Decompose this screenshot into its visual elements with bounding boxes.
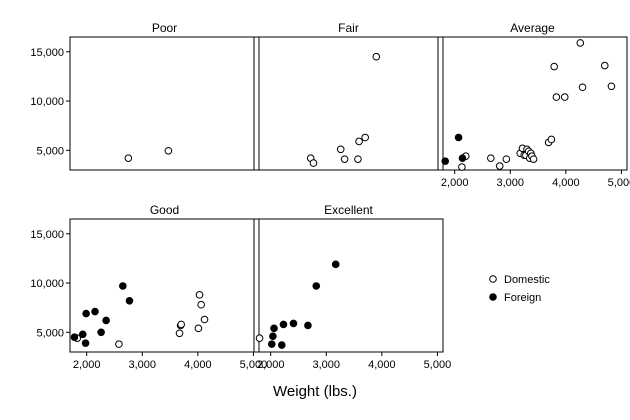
point-domestic (194, 324, 203, 333)
legend-label: Foreign (504, 292, 541, 304)
panel-frame (253, 218, 444, 353)
point-domestic (495, 162, 504, 170)
point-domestic (309, 159, 318, 167)
x-tick-label: 4,000 (552, 177, 580, 189)
point-foreign (454, 133, 463, 142)
point-domestic (195, 291, 204, 299)
point-domestic (547, 135, 556, 144)
x-tick-label: 2,000 (257, 359, 285, 371)
point-domestic (197, 300, 205, 309)
y-tick-label: 15,000 (30, 229, 64, 241)
point-domestic (458, 163, 466, 171)
point-domestic (529, 155, 538, 163)
x-tick-label: 2,000 (73, 359, 101, 371)
panel-frame (69, 36, 260, 171)
x-tick-label: 4,000 (368, 359, 396, 371)
point-foreign (125, 296, 134, 305)
panel-title: Average (510, 21, 555, 35)
panel-excellent: Excellent 2,000 3,000 4,000 5,000 (253, 203, 452, 371)
point-domestic (361, 133, 369, 142)
panel-good: Good 5,000 10,000 15,000 2,000 3,000 4,000 5,00… (30, 203, 267, 371)
point-domestic (355, 137, 363, 146)
point-domestic (200, 315, 209, 324)
y-tick-label: 10,000 (30, 96, 64, 108)
point-foreign (91, 307, 99, 316)
point-domestic (336, 145, 345, 154)
point-domestic (177, 320, 185, 329)
legend: Domestic Foreign (489, 274, 550, 304)
point-foreign (81, 339, 90, 347)
point-domestic (372, 52, 381, 61)
x-tick-label: 5,000 (424, 359, 452, 371)
point-foreign (277, 341, 286, 349)
point-foreign (267, 340, 276, 348)
panel-title: Good (150, 203, 179, 217)
panel-fair: Fair (253, 21, 444, 171)
point-domestic (115, 340, 123, 348)
point-domestic (578, 83, 587, 92)
x-tick-label: 2,000 (441, 177, 469, 189)
point-domestic (354, 155, 362, 163)
legend-marker-domestic (489, 275, 497, 283)
y-tick-label: 5,000 (36, 327, 64, 339)
point-foreign (78, 330, 87, 339)
point-foreign (270, 324, 278, 333)
point-foreign (269, 332, 277, 341)
point-foreign (304, 321, 312, 330)
point-domestic (502, 155, 511, 163)
legend-label: Domestic (504, 274, 550, 286)
point-domestic (124, 154, 133, 162)
y-tick-label: 10,000 (30, 278, 64, 290)
point-domestic (552, 93, 561, 101)
panel-average: Average 2,000 3,000 4,000 5,000 (437, 21, 630, 189)
point-foreign (312, 282, 321, 290)
x-axis-label: Weight (lbs.) (273, 383, 357, 400)
point-domestic (560, 93, 569, 101)
x-tick-label: 5,000 (240, 359, 268, 371)
x-tick-label: 3,000 (496, 177, 524, 189)
point-foreign (82, 309, 90, 318)
point-domestic (164, 146, 173, 155)
point-domestic (175, 329, 184, 338)
point-foreign (441, 157, 450, 165)
point-foreign (279, 320, 288, 329)
panel-frame (69, 218, 260, 353)
panel-frame (253, 36, 444, 171)
panel-title: Poor (152, 21, 177, 35)
point-domestic (487, 154, 495, 162)
point-foreign (70, 333, 79, 342)
panel-title: Fair (338, 21, 359, 35)
x-tick-label: 3,000 (312, 359, 340, 371)
panel-frame (437, 36, 628, 171)
x-tick-label: 5,000 (608, 177, 630, 189)
point-domestic (607, 82, 616, 91)
x-tick-label: 4,000 (184, 359, 212, 371)
legend-marker-foreign (489, 293, 497, 301)
panel-poor: Poor 5,000 10,000 15,000 (30, 21, 260, 171)
point-foreign (119, 282, 127, 290)
point-foreign (458, 154, 467, 162)
panel-title: Excellent (324, 203, 373, 217)
point-foreign (97, 328, 105, 337)
point-domestic (576, 39, 585, 47)
x-tick-label: 3,000 (128, 359, 156, 371)
point-domestic (550, 62, 558, 71)
point-domestic (255, 334, 264, 343)
y-tick-label: 15,000 (30, 47, 64, 59)
point-foreign (102, 316, 110, 325)
point-domestic (600, 61, 609, 70)
y-tick-label: 5,000 (36, 145, 64, 157)
point-foreign (331, 260, 340, 269)
point-foreign (289, 319, 298, 328)
point-domestic (340, 155, 349, 163)
